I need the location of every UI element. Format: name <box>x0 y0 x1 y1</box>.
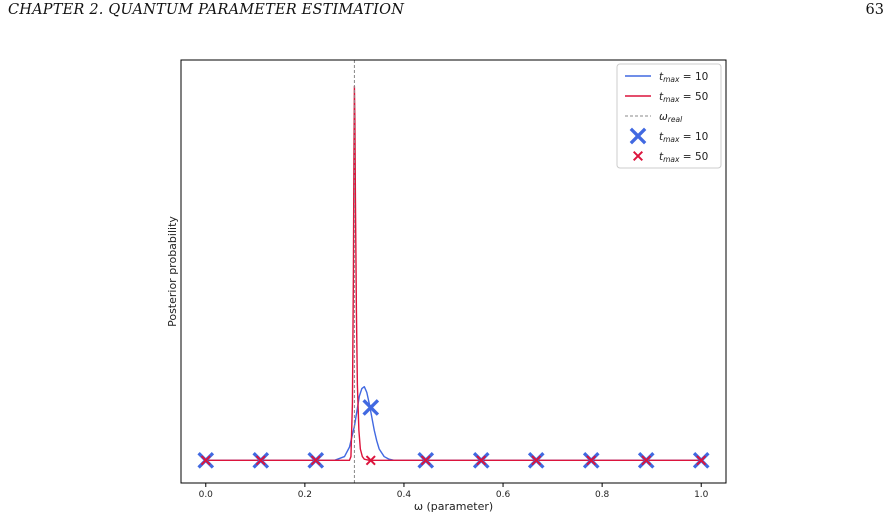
marker-tmax50-9 <box>696 455 707 466</box>
series-line-1 <box>205 85 702 462</box>
marker-tmax50-7 <box>586 455 597 466</box>
x-tick-label: 0.8 <box>595 490 610 500</box>
marker-tmax50-3 <box>365 455 376 466</box>
legend-label: tmax = 10 <box>659 131 708 144</box>
marker-tmax50-8 <box>641 455 652 466</box>
running-header: CHAPTER 2. QUANTUM PARAMETER ESTIMATION <box>8 2 405 18</box>
x-tick-label: 0.6 <box>496 490 511 500</box>
x-axis-ticks: 0.0 0.2 0.4 0.6 0.8 1.0 <box>199 483 709 500</box>
legend-handle-marker <box>632 150 644 162</box>
x-tick-label: 0.4 <box>397 490 412 500</box>
x-tick-label: 0.0 <box>199 490 214 500</box>
legend-label: tmax = 50 <box>659 151 708 164</box>
plot-area <box>197 60 710 483</box>
marker-tmax50-5 <box>476 455 487 466</box>
marker-tmax10-3 <box>362 399 380 416</box>
x-tick-label: 0.2 <box>298 490 312 500</box>
marker-tmax50-6 <box>531 455 542 466</box>
legend-label: tmax = 50 <box>659 91 708 104</box>
page-header: CHAPTER 2. QUANTUM PARAMETER ESTIMATION … <box>0 0 894 30</box>
marker-tmax50-0 <box>200 455 211 466</box>
page-number: 63 <box>865 2 884 18</box>
y-axis-label: Posterior probability <box>166 216 179 327</box>
legend: tmax = 10 tmax = 50 ωreal tmax = 10 tmax = 5… <box>616 63 722 169</box>
x-tick-label: 1.0 <box>694 490 709 500</box>
legend-label: ωreal <box>659 111 683 124</box>
marker-tmax50-1 <box>255 455 266 466</box>
series-line-0 <box>205 385 702 462</box>
legend-handle-marker <box>629 127 647 145</box>
x-axis-label: ω (parameter) <box>414 500 493 513</box>
axes-frame <box>180 59 727 484</box>
marker-tmax50-4 <box>420 455 431 466</box>
marker-tmax50-2 <box>310 455 321 466</box>
legend-label: tmax = 10 <box>659 71 708 84</box>
